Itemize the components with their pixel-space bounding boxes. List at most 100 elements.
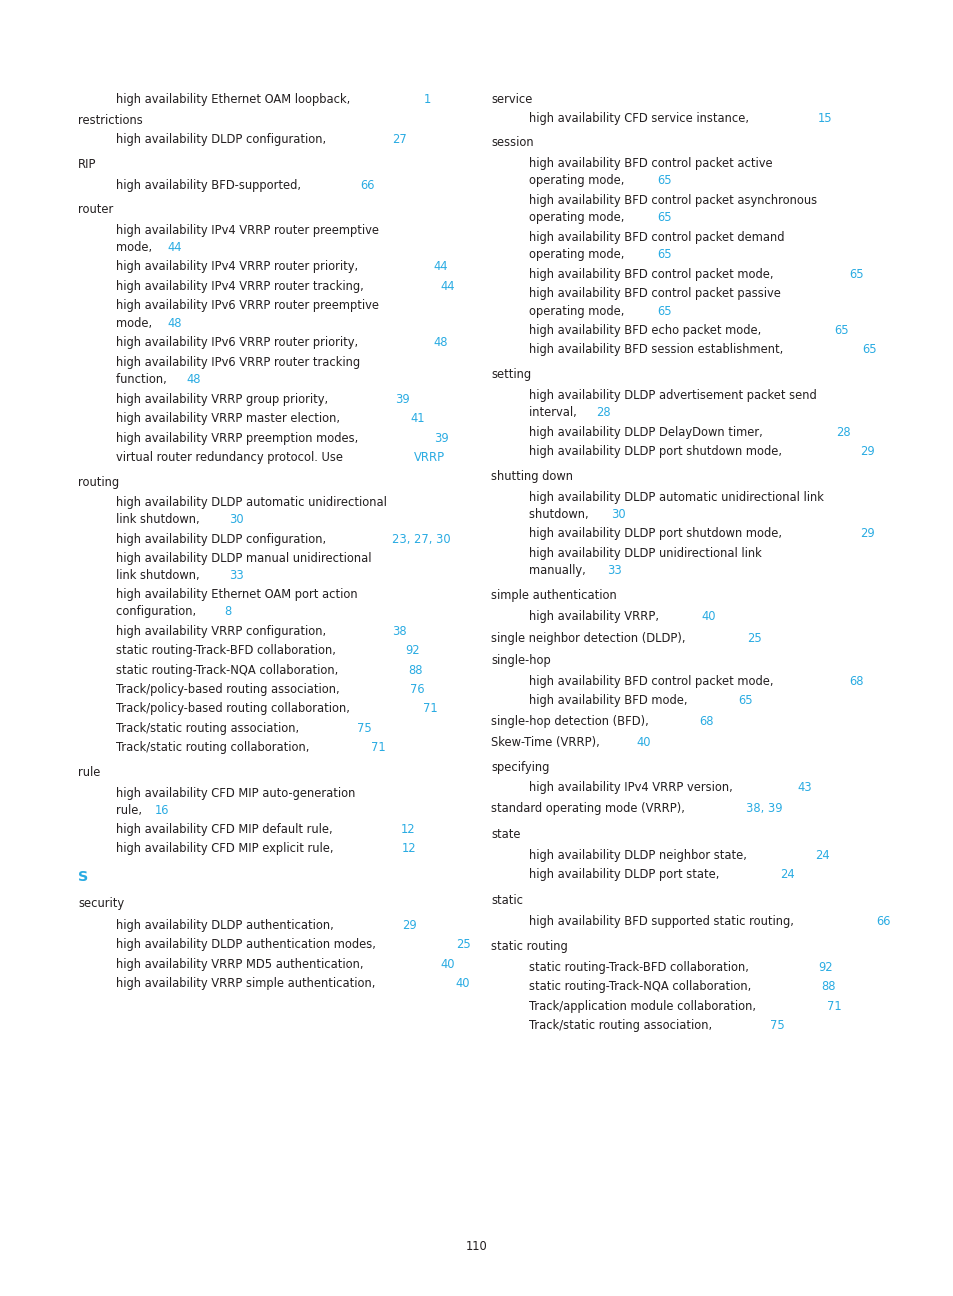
Text: 68: 68 <box>699 715 713 728</box>
Text: 29: 29 <box>401 919 416 932</box>
Text: restrictions: restrictions <box>78 114 143 127</box>
Text: 24: 24 <box>815 849 829 862</box>
Text: 44: 44 <box>440 280 455 293</box>
Text: function,: function, <box>116 373 171 386</box>
Text: 1: 1 <box>423 93 430 106</box>
Text: static: static <box>491 894 523 907</box>
Text: high availability IPv6 VRRP router preemptive: high availability IPv6 VRRP router preem… <box>116 299 379 312</box>
Text: high availability DLDP advertisement packet send: high availability DLDP advertisement pac… <box>529 389 817 402</box>
Text: high availability DLDP neighbor state,: high availability DLDP neighbor state, <box>529 849 750 862</box>
Text: Track/policy-based routing collaboration,: Track/policy-based routing collaboration… <box>116 702 354 715</box>
Text: 92: 92 <box>404 644 419 657</box>
Text: high availability VRRP simple authentication,: high availability VRRP simple authentica… <box>116 977 379 990</box>
Text: standard operating mode (VRRP),: standard operating mode (VRRP), <box>491 802 688 815</box>
Text: operating mode,: operating mode, <box>529 305 628 318</box>
Text: Track/static routing association,: Track/static routing association, <box>116 722 303 735</box>
Text: interval,: interval, <box>529 407 580 420</box>
Text: 65: 65 <box>657 249 671 262</box>
Text: operating mode,: operating mode, <box>529 249 628 262</box>
Text: operating mode,: operating mode, <box>529 174 628 188</box>
Text: 30: 30 <box>229 513 243 526</box>
Text: static routing: static routing <box>491 941 567 954</box>
Text: high availability DLDP port shutdown mode,: high availability DLDP port shutdown mod… <box>529 527 785 540</box>
Text: high availability DLDP manual unidirectional: high availability DLDP manual unidirecti… <box>116 552 372 565</box>
Text: high availability DLDP port state,: high availability DLDP port state, <box>529 868 722 881</box>
Text: Skew-Time (VRRP),: Skew-Time (VRRP), <box>491 736 603 749</box>
Text: 71: 71 <box>422 702 437 715</box>
Text: high availability DLDP port shutdown mode,: high availability DLDP port shutdown mod… <box>529 446 785 459</box>
Text: Track/application module collaboration,: Track/application module collaboration, <box>529 1001 760 1013</box>
Text: high availability Ethernet OAM port action: high availability Ethernet OAM port acti… <box>116 588 357 601</box>
Text: virtual router redundancy protocol. Use: virtual router redundancy protocol. Use <box>116 451 347 464</box>
Text: simple authentication: simple authentication <box>491 588 617 603</box>
Text: high availability DLDP authentication,: high availability DLDP authentication, <box>116 919 337 932</box>
Text: 71: 71 <box>826 1001 841 1013</box>
Text: 29: 29 <box>860 446 874 459</box>
Text: state: state <box>491 828 520 841</box>
Text: high availability BFD control packet mode,: high availability BFD control packet mod… <box>529 674 777 688</box>
Text: 29: 29 <box>860 527 874 540</box>
Text: high availability DLDP automatic unidirectional: high availability DLDP automatic unidire… <box>116 496 387 509</box>
Text: high availability DLDP DelayDown timer,: high availability DLDP DelayDown timer, <box>529 425 766 439</box>
Text: configuration,: configuration, <box>116 605 200 618</box>
Text: Track/policy-based routing association,: Track/policy-based routing association, <box>116 683 343 696</box>
Text: 110: 110 <box>466 1240 487 1253</box>
Text: 48: 48 <box>433 336 448 350</box>
Text: routing: routing <box>78 476 119 489</box>
Text: 65: 65 <box>738 695 753 708</box>
Text: high availability IPv4 VRRP version,: high availability IPv4 VRRP version, <box>529 781 736 794</box>
Text: shutting down: shutting down <box>491 470 573 483</box>
Text: mode,: mode, <box>116 241 156 254</box>
Text: 65: 65 <box>862 343 876 356</box>
Text: static routing-Track-NQA collaboration,: static routing-Track-NQA collaboration, <box>116 664 342 677</box>
Text: single-hop detection (BFD),: single-hop detection (BFD), <box>491 715 652 728</box>
Text: 65: 65 <box>833 324 847 337</box>
Text: 65: 65 <box>657 211 671 224</box>
Text: 40: 40 <box>701 610 716 623</box>
Text: high availability BFD control packet passive: high availability BFD control packet pas… <box>529 288 781 301</box>
Text: static routing-Track-BFD collaboration,: static routing-Track-BFD collaboration, <box>529 962 752 975</box>
Text: rule,: rule, <box>116 804 146 816</box>
Text: 15: 15 <box>817 113 832 126</box>
Text: link shutdown,: link shutdown, <box>116 513 203 526</box>
Text: high availability BFD control packet mode,: high availability BFD control packet mod… <box>529 268 777 281</box>
Text: 65: 65 <box>657 174 671 188</box>
Text: 33: 33 <box>607 565 621 578</box>
Text: high availability IPv6 VRRP router priority,: high availability IPv6 VRRP router prior… <box>116 336 362 350</box>
Text: 48: 48 <box>168 318 182 330</box>
Text: high availability BFD mode,: high availability BFD mode, <box>529 695 691 708</box>
Text: 8: 8 <box>224 605 232 618</box>
Text: 38: 38 <box>392 625 406 638</box>
Text: high availability VRRP,: high availability VRRP, <box>529 610 662 623</box>
Text: high availability DLDP configuration,: high availability DLDP configuration, <box>116 133 330 146</box>
Text: high availability Ethernet OAM loopback,: high availability Ethernet OAM loopback, <box>116 93 354 106</box>
Text: 16: 16 <box>154 804 169 816</box>
Text: single neighbor detection (DLDP),: single neighbor detection (DLDP), <box>491 632 689 645</box>
Text: 88: 88 <box>821 981 835 994</box>
Text: high availability BFD control packet asynchronous: high availability BFD control packet asy… <box>529 193 817 207</box>
Text: 33: 33 <box>229 569 243 582</box>
Text: Track/static routing collaboration,: Track/static routing collaboration, <box>116 741 313 754</box>
Text: operating mode,: operating mode, <box>529 211 628 224</box>
Text: high availability BFD echo packet mode,: high availability BFD echo packet mode, <box>529 324 764 337</box>
Text: high availability DLDP configuration,: high availability DLDP configuration, <box>116 533 330 546</box>
Text: high availability CFD MIP default rule,: high availability CFD MIP default rule, <box>116 823 336 836</box>
Text: 88: 88 <box>408 664 422 677</box>
Text: high availability BFD control packet active: high availability BFD control packet act… <box>529 157 772 170</box>
Text: high availability DLDP automatic unidirectional link: high availability DLDP automatic unidire… <box>529 490 823 504</box>
Text: high availability DLDP unidirectional link: high availability DLDP unidirectional li… <box>529 547 761 560</box>
Text: session: session <box>491 136 534 149</box>
Text: 40: 40 <box>636 736 650 749</box>
Text: setting: setting <box>491 368 531 381</box>
Text: service: service <box>491 93 532 106</box>
Text: high availability CFD service instance,: high availability CFD service instance, <box>529 113 752 126</box>
Text: 92: 92 <box>817 962 832 975</box>
Text: 66: 66 <box>359 179 374 192</box>
Text: RIP: RIP <box>78 158 96 171</box>
Text: 39: 39 <box>434 432 448 445</box>
Text: 39: 39 <box>395 393 409 406</box>
Text: high availability IPv4 VRRP router tracking,: high availability IPv4 VRRP router track… <box>116 280 367 293</box>
Text: 12: 12 <box>401 842 416 855</box>
Text: high availability VRRP preemption modes,: high availability VRRP preemption modes, <box>116 432 362 445</box>
Text: 12: 12 <box>400 823 415 836</box>
